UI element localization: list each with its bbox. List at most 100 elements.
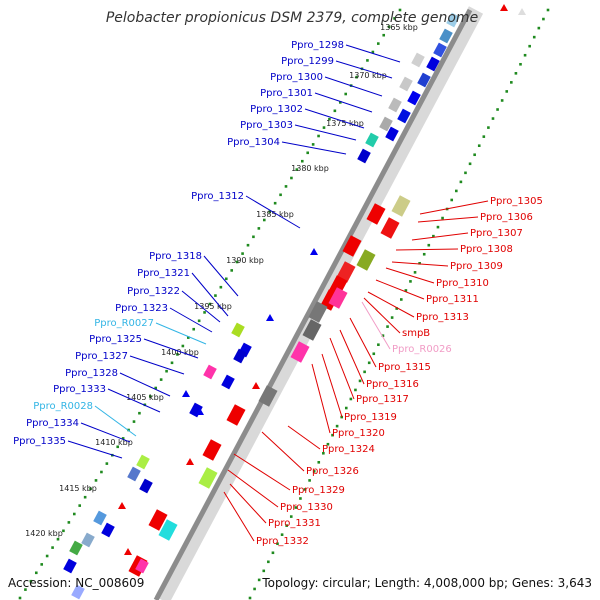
kbp-tick-label: 1370 kbp [349, 71, 387, 80]
left-gene-label: Ppro_1335 [13, 436, 66, 447]
gene-feature-block [411, 52, 425, 68]
right-label-leader [417, 216, 479, 223]
kbp-tick-label: 1375 kbp [326, 119, 364, 128]
inner-dot [273, 201, 277, 205]
inner-dot [105, 462, 109, 465]
right-gene-label: Ppro_1308 [460, 244, 513, 255]
right-gene-label: Ppro_1320 [332, 428, 385, 439]
left-gene-label: Ppro_1325 [89, 334, 142, 345]
outer-dot [459, 180, 463, 184]
right-label-leader [395, 248, 459, 251]
gene-feature-block [336, 261, 356, 283]
gene-feature-block [233, 348, 247, 364]
inner-dot [148, 395, 152, 398]
gene-feature-block [379, 116, 393, 132]
gene-arrow-glyph [266, 314, 274, 321]
left-label-leader [80, 422, 131, 443]
outer-dot [528, 44, 531, 48]
outer-dot [422, 252, 426, 256]
gene-arrow-glyph [182, 390, 190, 397]
outer-dot [532, 35, 536, 39]
outer-dot [464, 171, 467, 175]
inner-dot [338, 101, 342, 104]
gene-arrow-glyph [500, 4, 508, 11]
outer-dot [326, 442, 330, 446]
inner-dot [224, 277, 228, 281]
gene-feature-block [397, 108, 411, 124]
left-label-leader [143, 338, 199, 359]
gene-feature-block [290, 341, 310, 363]
kbp-tick-label: 1395 kbp [194, 302, 232, 311]
right-gene-label: Ppro_1305 [490, 196, 543, 207]
inner-dot [214, 294, 217, 297]
gene-feature-block [433, 42, 447, 58]
gene-feature-block [308, 301, 328, 323]
inner-dot [393, 17, 396, 20]
outer-dot [523, 53, 527, 57]
left-label-leader [203, 255, 239, 297]
outer-dot [317, 461, 321, 464]
kbp-tick-label: 1410 kbp [95, 438, 133, 447]
outer-dot [294, 506, 298, 509]
right-gene-label: smpB [402, 328, 430, 339]
left-gene-label: Ppro_1312 [191, 191, 244, 202]
inner-dot [241, 252, 244, 255]
left-gene-label: Ppro_1303 [240, 120, 293, 131]
inner-dot [290, 176, 293, 180]
outer-dot [395, 307, 399, 310]
outer-dot [432, 234, 435, 238]
right-gene-label: Ppro_R0026 [392, 344, 452, 355]
right-gene-label: Ppro_1319 [344, 412, 397, 423]
inner-dot [165, 369, 168, 373]
inner-dot [322, 126, 326, 129]
kbp-tick-label: 1365 kbp [380, 23, 418, 32]
left-label-leader [181, 290, 221, 323]
left-label-leader [94, 405, 137, 437]
left-gene-label: Ppro_1304 [227, 137, 280, 148]
outer-dot [354, 388, 357, 392]
outer-dot [487, 126, 490, 129]
gene-feature-block [388, 97, 402, 113]
outer-dot [546, 8, 550, 12]
left-gene-label: Ppro_1322 [127, 286, 180, 297]
right-label-leader [339, 329, 365, 385]
gene-feature-block [136, 454, 150, 470]
right-gene-label: Ppro_1316 [366, 379, 419, 390]
gene-feature-block [366, 203, 386, 225]
inner-dot [116, 445, 120, 449]
outer-dot [491, 117, 495, 120]
topology-text: Topology: circular; Length: 4,008,000 bp… [261, 576, 592, 590]
inner-dot [176, 353, 179, 356]
outer-dot [299, 497, 302, 500]
outer-dot [542, 17, 545, 21]
outer-dot [331, 433, 334, 437]
inner-dot [29, 579, 33, 583]
inner-dot [208, 302, 212, 306]
right-label-leader [349, 317, 377, 368]
outer-dot [418, 261, 421, 265]
gene-feature-block [439, 28, 453, 44]
gene-arrow-glyph [252, 382, 260, 389]
outer-dot [285, 524, 288, 527]
outer-dot [377, 343, 380, 347]
inner-dot [181, 344, 185, 348]
right-label-leader [367, 291, 415, 318]
inner-dot [138, 411, 141, 415]
gene-feature-block [158, 519, 178, 541]
gene-feature-block [328, 287, 348, 309]
left-label-leader [345, 44, 401, 63]
left-gene-label: Ppro_1299 [281, 56, 334, 67]
inner-dot [366, 59, 369, 62]
inner-dot [83, 495, 87, 499]
outer-dot [399, 298, 403, 301]
right-gene-label: Ppro_1315 [378, 362, 431, 373]
right-gene-label: Ppro_1324 [322, 444, 375, 455]
right-label-leader [321, 353, 343, 418]
outer-dot [367, 361, 371, 365]
right-label-leader [311, 363, 331, 434]
left-label-leader [191, 272, 229, 317]
gene-feature-block [221, 374, 235, 390]
backbone-highlight [151, 9, 467, 600]
right-label-leader [411, 232, 469, 241]
